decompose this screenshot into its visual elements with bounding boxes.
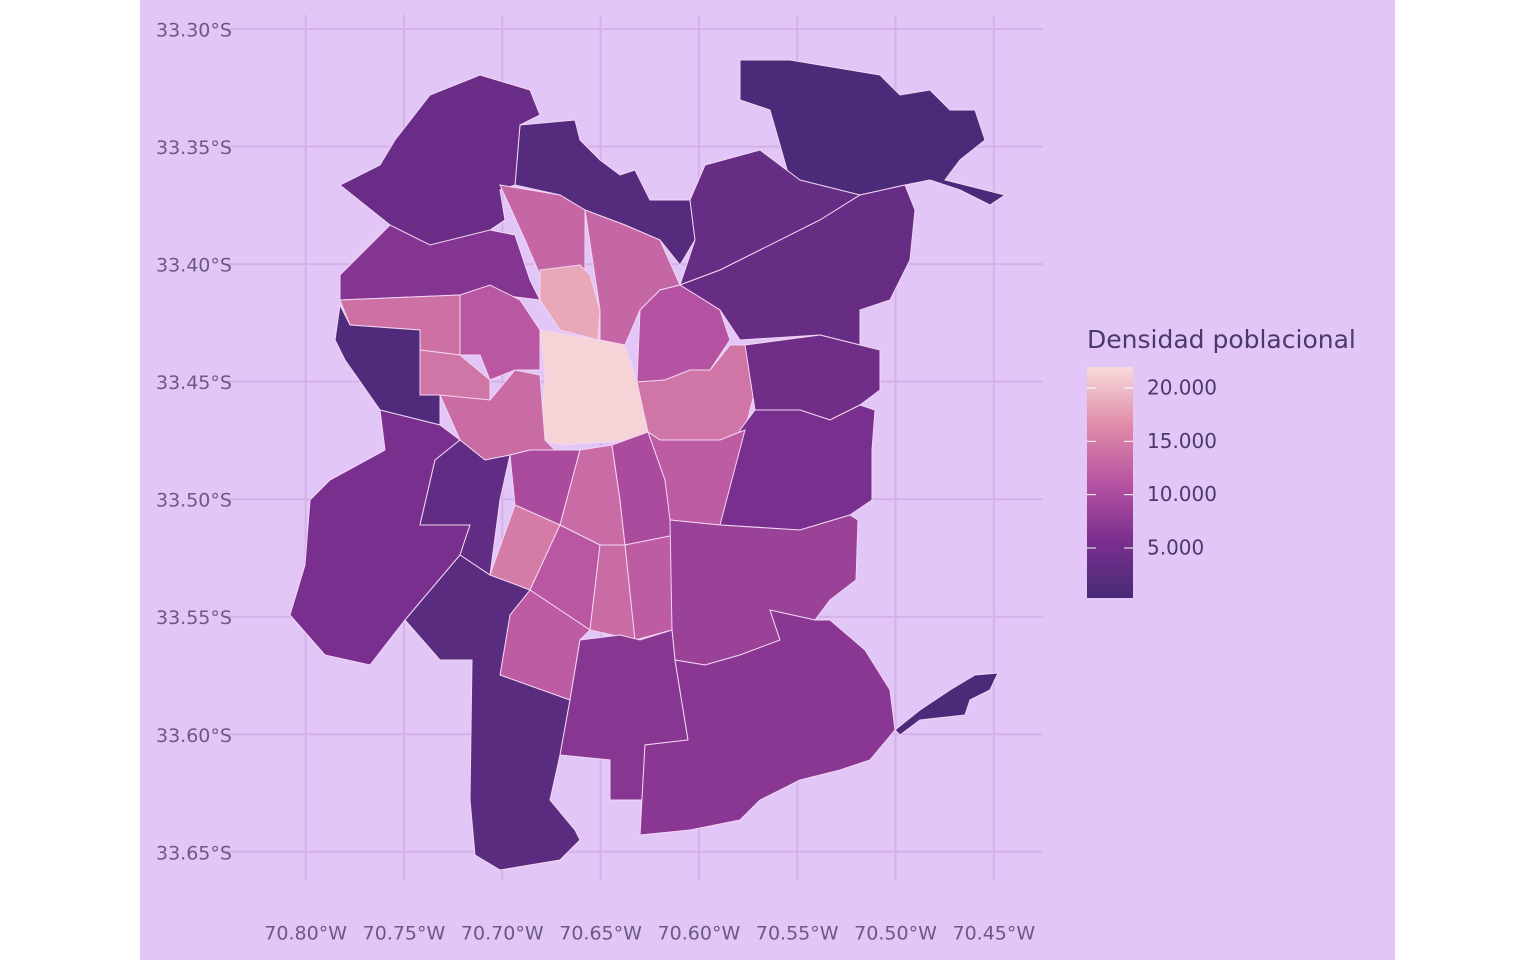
y-tick-label: 33.55°S: [156, 607, 232, 629]
y-tick-label: 33.60°S: [156, 725, 232, 747]
y-tick-label: 33.30°S: [156, 20, 232, 42]
y-tick-label: 33.50°S: [156, 490, 232, 512]
legend-tick-label: 5.000: [1147, 535, 1204, 559]
y-tick-label: 33.35°S: [156, 137, 232, 159]
legend-title: Densidad poblacional: [1087, 325, 1356, 354]
y-tick-label: 33.65°S: [156, 842, 232, 864]
commune-region: [678, 184, 916, 346]
commune-region: [334, 303, 441, 426]
commune-region: [894, 672, 999, 736]
legend-tick-label: 15.000: [1147, 429, 1217, 453]
colorbar: [1087, 367, 1133, 598]
x-tick-label: 70.55°W: [756, 923, 839, 945]
x-tick-label: 70.45°W: [952, 923, 1035, 945]
commune-region: [404, 554, 581, 871]
y-tick-label: 33.45°S: [156, 372, 232, 394]
y-tick-label: 33.40°S: [156, 255, 232, 277]
x-tick-label: 70.70°W: [461, 923, 544, 945]
commune-region: [539, 264, 601, 341]
commune-region: [459, 284, 541, 381]
x-tick-label: 70.80°W: [264, 923, 347, 945]
legend-tick-label: 10.000: [1147, 482, 1217, 506]
commune-region: [639, 609, 896, 836]
x-tick-label: 70.65°W: [559, 923, 642, 945]
x-tick-label: 70.60°W: [658, 923, 741, 945]
legend-tick-label: 20.000: [1147, 376, 1217, 400]
x-tick-label: 70.50°W: [854, 923, 937, 945]
x-tick-label: 70.75°W: [363, 923, 446, 945]
